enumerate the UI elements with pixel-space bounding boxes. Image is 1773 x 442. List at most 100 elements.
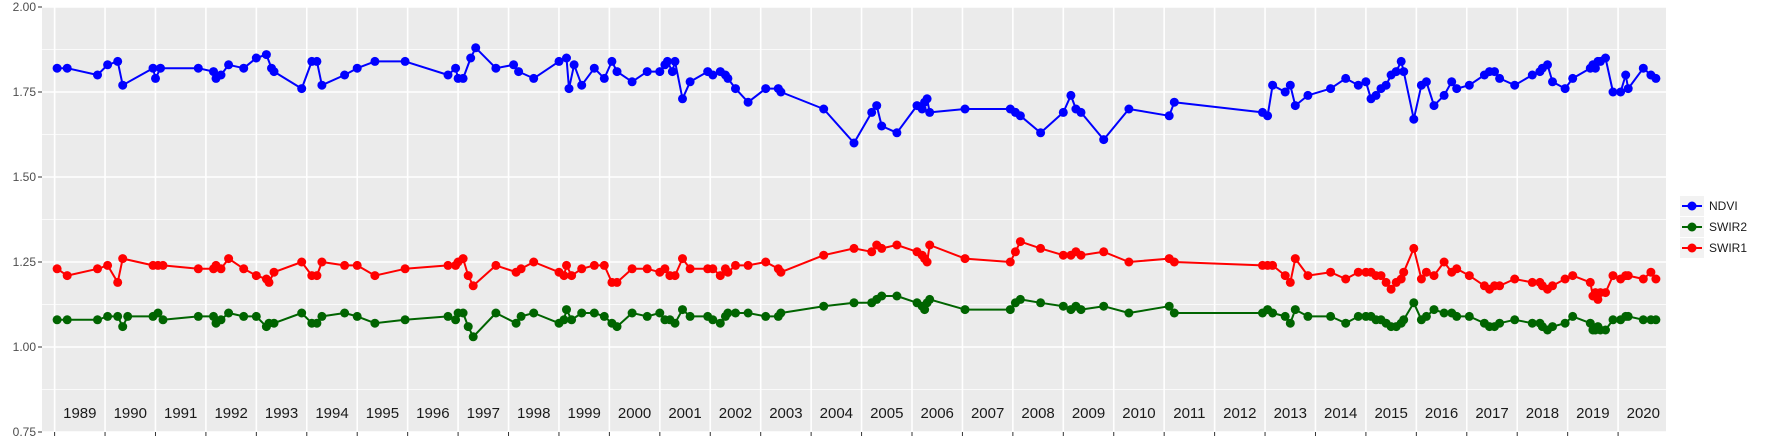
data-point	[118, 322, 128, 332]
data-point	[569, 60, 579, 70]
data-point	[1560, 84, 1570, 94]
series-swir1	[52, 237, 1661, 304]
year-label: 1999	[567, 405, 600, 422]
data-point	[340, 260, 350, 270]
series-layer	[52, 43, 1661, 342]
data-point	[554, 56, 564, 66]
data-point	[612, 277, 622, 287]
data-point	[642, 264, 652, 274]
data-point	[761, 311, 771, 321]
data-point	[340, 70, 350, 80]
year-label: 2004	[820, 405, 853, 422]
data-point	[239, 63, 249, 73]
year-label: 2003	[769, 405, 802, 422]
data-point	[607, 56, 617, 66]
data-point	[529, 257, 539, 267]
year-label: 1996	[416, 405, 449, 422]
data-point	[93, 264, 102, 274]
data-point	[1326, 267, 1336, 277]
data-point	[776, 87, 786, 97]
data-point	[925, 240, 935, 250]
year-label: 1992	[214, 405, 247, 422]
data-point	[1164, 301, 1174, 311]
data-point	[1638, 315, 1648, 325]
data-point	[922, 94, 932, 104]
data-point	[239, 311, 249, 321]
data-point	[612, 67, 622, 77]
data-point	[153, 308, 163, 318]
data-point	[370, 271, 380, 281]
data-point	[867, 247, 877, 257]
data-point	[529, 73, 539, 83]
data-point	[743, 97, 753, 107]
data-point	[370, 56, 380, 66]
year-label: 2018	[1526, 405, 1559, 422]
year-label: 2005	[870, 405, 903, 422]
data-point	[1010, 247, 1020, 257]
data-point	[52, 315, 62, 325]
data-point	[216, 70, 226, 80]
data-point	[443, 311, 453, 321]
data-point	[612, 322, 622, 332]
data-point	[1495, 73, 1505, 83]
data-point	[776, 308, 786, 318]
data-point	[1439, 257, 1449, 267]
data-point	[1608, 87, 1618, 97]
data-point	[776, 267, 786, 277]
data-point	[1371, 90, 1381, 100]
data-point	[1416, 274, 1426, 284]
data-point	[1608, 271, 1618, 281]
year-label: 2013	[1274, 405, 1307, 422]
series-ndvi	[52, 43, 1661, 148]
data-point	[103, 60, 113, 70]
data-point	[1341, 318, 1351, 328]
data-point	[1590, 63, 1600, 73]
data-point	[1548, 281, 1557, 291]
data-point	[1638, 63, 1648, 73]
data-point	[1341, 73, 1351, 83]
data-point	[1543, 60, 1552, 70]
data-point	[103, 311, 113, 321]
data-point	[877, 121, 887, 131]
data-point	[731, 260, 740, 270]
year-label: 1993	[265, 405, 298, 422]
data-point	[577, 264, 587, 274]
data-point	[224, 60, 234, 70]
data-point	[627, 77, 637, 87]
data-point	[443, 70, 453, 80]
data-point	[1076, 107, 1086, 117]
data-point	[1005, 257, 1015, 267]
data-point	[1568, 73, 1578, 83]
data-point	[715, 318, 725, 328]
data-point	[468, 332, 478, 342]
data-point	[509, 60, 519, 70]
year-label: 2014	[1324, 405, 1357, 422]
data-point	[1585, 277, 1595, 287]
data-point	[670, 271, 680, 281]
data-point	[1464, 311, 1474, 321]
data-point	[400, 264, 410, 274]
data-point	[1548, 322, 1557, 332]
data-point	[960, 305, 970, 315]
data-point	[1124, 104, 1134, 114]
legend-item-ndvi[interactable]: NDVI	[1680, 196, 1738, 216]
data-point	[1616, 87, 1626, 97]
data-point	[458, 254, 468, 264]
data-point	[193, 264, 203, 274]
data-point	[1560, 318, 1570, 328]
legend-item-swir2[interactable]: SWIR2	[1680, 217, 1747, 237]
legend[interactable]: NDVI SWIR2 SWIR1	[1680, 196, 1747, 258]
data-point	[1386, 284, 1396, 294]
data-point	[451, 315, 461, 325]
data-point	[312, 318, 322, 328]
data-point	[1263, 111, 1273, 121]
legend-item-swir1[interactable]: SWIR1	[1680, 238, 1747, 258]
data-point	[443, 260, 453, 270]
y-tick-label: 1.75	[13, 85, 37, 99]
data-point	[1568, 271, 1578, 281]
data-point	[1268, 308, 1278, 318]
data-point	[352, 311, 362, 321]
data-point	[62, 63, 72, 73]
data-point	[567, 315, 577, 325]
data-point	[113, 311, 123, 321]
